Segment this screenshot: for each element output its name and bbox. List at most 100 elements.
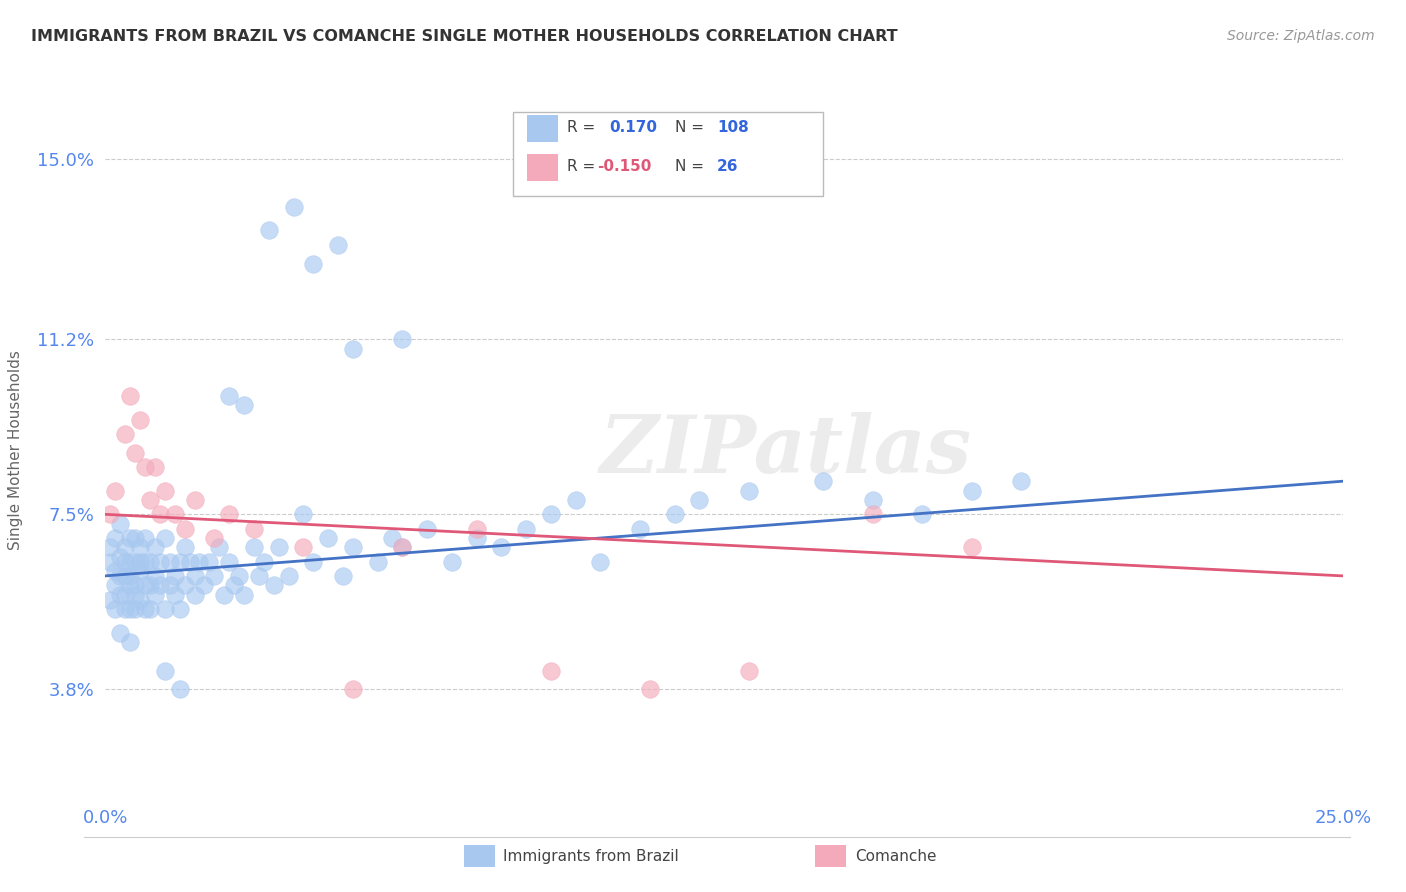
Point <box>292 508 315 522</box>
Point <box>243 541 266 555</box>
Point <box>960 541 983 555</box>
Point <box>114 541 136 555</box>
Point <box>124 578 146 592</box>
Point <box>129 555 152 569</box>
Point <box>129 592 152 607</box>
Point <box>120 635 142 649</box>
Point <box>465 522 488 536</box>
Point <box>100 508 122 522</box>
Point <box>564 493 586 508</box>
Point <box>114 426 136 441</box>
Point <box>110 625 132 640</box>
Point <box>153 483 176 498</box>
Point <box>173 522 195 536</box>
Point <box>862 508 884 522</box>
Point <box>292 541 315 555</box>
Point <box>149 508 172 522</box>
Point <box>440 555 463 569</box>
Point <box>253 555 276 569</box>
Point <box>198 555 221 569</box>
Point <box>139 602 162 616</box>
Point <box>202 531 225 545</box>
Text: N =: N = <box>675 160 704 174</box>
Point <box>416 522 439 536</box>
Point <box>120 578 142 592</box>
Point <box>540 664 562 678</box>
Text: R =: R = <box>567 160 595 174</box>
Point <box>110 569 132 583</box>
Point <box>218 389 240 403</box>
Point <box>149 555 172 569</box>
Point <box>114 555 136 569</box>
Point <box>134 531 156 545</box>
Point <box>100 555 122 569</box>
Point <box>143 541 166 555</box>
Text: 108: 108 <box>717 120 749 135</box>
Point <box>104 578 127 592</box>
Point <box>224 578 246 592</box>
Point <box>589 555 612 569</box>
Point <box>104 483 127 498</box>
Point <box>208 541 231 555</box>
Point <box>169 602 191 616</box>
Point <box>169 682 191 697</box>
Point <box>960 483 983 498</box>
Point <box>862 493 884 508</box>
Point <box>139 578 162 592</box>
Point <box>628 522 651 536</box>
Point <box>326 237 349 252</box>
Point <box>811 474 834 488</box>
Point <box>129 413 152 427</box>
Point <box>100 592 122 607</box>
Point <box>638 682 661 697</box>
Point <box>257 223 280 237</box>
Point <box>316 531 339 545</box>
Point <box>134 555 156 569</box>
Point <box>688 493 710 508</box>
Point <box>540 508 562 522</box>
Point <box>163 508 186 522</box>
Text: IMMIGRANTS FROM BRAZIL VS COMANCHE SINGLE MOTHER HOUSEHOLDS CORRELATION CHART: IMMIGRANTS FROM BRAZIL VS COMANCHE SINGL… <box>31 29 897 44</box>
Point <box>218 508 240 522</box>
Point <box>263 578 285 592</box>
Point <box>367 555 389 569</box>
Point <box>153 664 176 678</box>
Point <box>124 602 146 616</box>
Point <box>391 541 413 555</box>
Point <box>110 516 132 531</box>
Text: Comanche: Comanche <box>855 849 936 863</box>
Point <box>149 578 172 592</box>
Point <box>143 460 166 475</box>
Point <box>342 541 364 555</box>
Point <box>267 541 290 555</box>
Point <box>153 531 176 545</box>
Point <box>104 602 127 616</box>
Point <box>110 549 132 564</box>
Text: Source: ZipAtlas.com: Source: ZipAtlas.com <box>1227 29 1375 43</box>
Point <box>738 483 761 498</box>
Text: -0.150: -0.150 <box>598 160 652 174</box>
Point <box>465 531 488 545</box>
Point <box>134 578 156 592</box>
Point <box>243 522 266 536</box>
Text: 0.170: 0.170 <box>609 120 657 135</box>
Point <box>104 564 127 578</box>
Point <box>120 555 142 569</box>
Point <box>139 493 162 508</box>
Point <box>332 569 354 583</box>
Point <box>173 578 195 592</box>
Point <box>202 569 225 583</box>
Point <box>391 541 413 555</box>
Point <box>129 541 152 555</box>
Text: Immigrants from Brazil: Immigrants from Brazil <box>503 849 679 863</box>
Point <box>183 493 205 508</box>
Point <box>159 555 181 569</box>
Point <box>1010 474 1032 488</box>
Point <box>120 602 142 616</box>
Point <box>124 531 146 545</box>
Point <box>183 588 205 602</box>
Point <box>114 602 136 616</box>
Point <box>120 389 142 403</box>
Point <box>163 588 186 602</box>
Point <box>173 541 195 555</box>
